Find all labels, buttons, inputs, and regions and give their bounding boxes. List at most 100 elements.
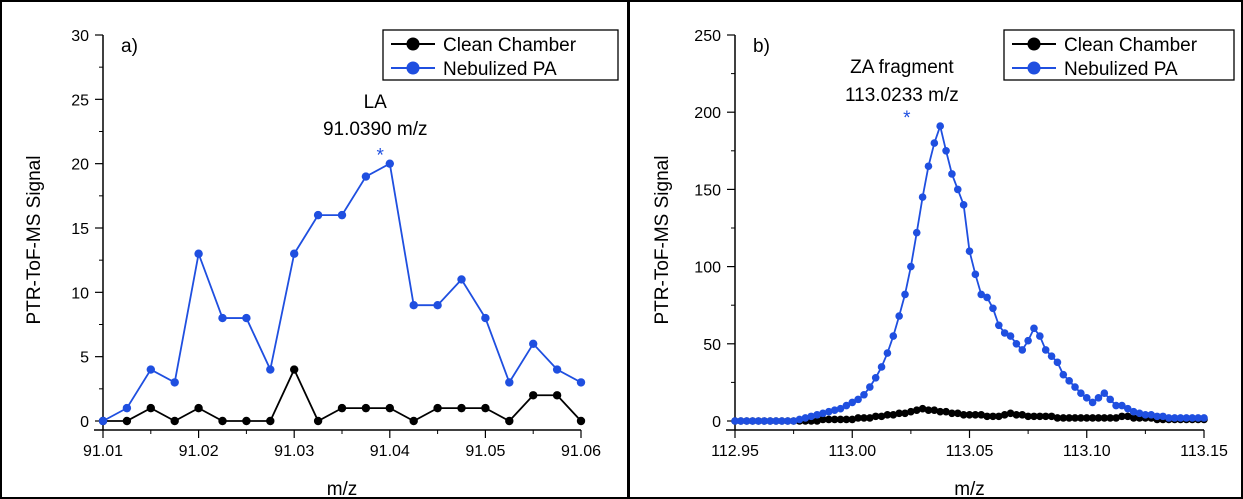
- y-tick-label: 100: [694, 260, 721, 277]
- data-point: [813, 417, 821, 425]
- data-point: [842, 415, 851, 424]
- y-tick-label: 0: [80, 414, 89, 431]
- data-point: [989, 412, 997, 421]
- data-point: [995, 412, 1003, 421]
- data-point: [505, 378, 514, 387]
- data-point: [836, 415, 845, 424]
- data-point: [1030, 324, 1038, 333]
- data-point: [842, 401, 851, 410]
- data-point: [313, 416, 323, 426]
- data-point: [819, 415, 827, 424]
- data-point: [936, 122, 944, 130]
- data-point: [1088, 398, 1097, 407]
- data-point: [290, 365, 299, 374]
- data-point: [1053, 358, 1062, 367]
- data-point: [1000, 411, 1009, 419]
- data-point: [1065, 414, 1073, 422]
- data-point: [481, 403, 490, 413]
- data-point: [772, 417, 780, 425]
- series-line-0: [103, 367, 582, 423]
- x-tick-label: 91.06: [561, 443, 601, 460]
- x-tick-label: 112.95: [711, 443, 759, 460]
- data-point: [871, 412, 880, 421]
- data-point: [883, 411, 892, 419]
- data-point: [948, 170, 956, 178]
- data-point: [1129, 407, 1138, 416]
- data-point: [766, 417, 774, 425]
- data-point: [409, 301, 418, 310]
- data-point: [1159, 412, 1167, 421]
- data-point: [836, 404, 845, 413]
- data-point: [1118, 401, 1126, 410]
- data-point: [146, 365, 155, 374]
- data-point: [731, 417, 739, 425]
- data-point: [748, 417, 757, 425]
- data-point: [918, 404, 927, 413]
- data-point: [742, 417, 751, 425]
- data-point: [924, 162, 933, 171]
- data-point: [995, 321, 1003, 330]
- data-point: [576, 416, 586, 426]
- data-point: [825, 415, 833, 424]
- data-point: [1182, 414, 1191, 422]
- legend-box: [382, 29, 619, 81]
- y-tick-label: 200: [694, 105, 721, 122]
- data-point: [1082, 414, 1091, 422]
- data-point: [924, 406, 933, 414]
- data-point: [1200, 414, 1208, 422]
- data-point: [953, 409, 962, 418]
- data-point: [122, 403, 132, 413]
- legend-label: Nebulized PA: [1064, 59, 1178, 80]
- data-point: [807, 412, 816, 421]
- data-point: [977, 290, 986, 299]
- data-point: [1024, 336, 1032, 345]
- data-point: [552, 365, 562, 374]
- panel-label: a): [121, 36, 138, 57]
- x-tick-label: 113.00: [828, 443, 876, 460]
- data-point: [242, 416, 251, 426]
- data-point: [795, 415, 804, 424]
- y-tick-label: 20: [71, 157, 89, 174]
- data-point: [907, 407, 915, 416]
- data-point: [825, 407, 833, 416]
- x-tick-label: 91.05: [465, 443, 505, 460]
- data-point: [361, 403, 371, 413]
- panel-divider: [627, 0, 630, 499]
- x-tick-label: 91.04: [370, 443, 410, 460]
- data-point: [959, 411, 968, 419]
- data-point: [1000, 329, 1009, 337]
- data-point: [1112, 401, 1120, 410]
- data-point: [1100, 414, 1109, 422]
- legend-box: [1003, 29, 1235, 81]
- data-point: [754, 417, 763, 425]
- data-point: [948, 409, 956, 418]
- data-point: [1041, 346, 1050, 354]
- y-tick-label: 250: [694, 28, 721, 45]
- y-tick-label: 50: [703, 337, 721, 354]
- data-point: [505, 416, 514, 426]
- data-point: [1012, 411, 1021, 419]
- data-point: [989, 304, 997, 313]
- data-point: [848, 398, 857, 407]
- data-point: [1077, 414, 1085, 422]
- data-point: [912, 406, 921, 414]
- data-point: [1106, 395, 1114, 404]
- data-point: [1006, 409, 1015, 418]
- data-point: [1024, 412, 1032, 421]
- data-point: [1071, 414, 1079, 422]
- data-point: [1188, 414, 1197, 422]
- data-point: [1006, 332, 1015, 340]
- data-point: [1129, 414, 1138, 422]
- data-point: [1036, 412, 1044, 421]
- data-point: [1112, 414, 1120, 422]
- y-tick-label: 15: [71, 221, 89, 238]
- data-point: [848, 415, 857, 424]
- data-point: [1194, 414, 1202, 422]
- data-point: [1082, 394, 1091, 402]
- data-point: [813, 411, 821, 419]
- data-point: [907, 262, 915, 271]
- data-point: [866, 414, 874, 422]
- y-tick-label: 0: [712, 414, 721, 431]
- y-tick-label: 5: [80, 350, 89, 367]
